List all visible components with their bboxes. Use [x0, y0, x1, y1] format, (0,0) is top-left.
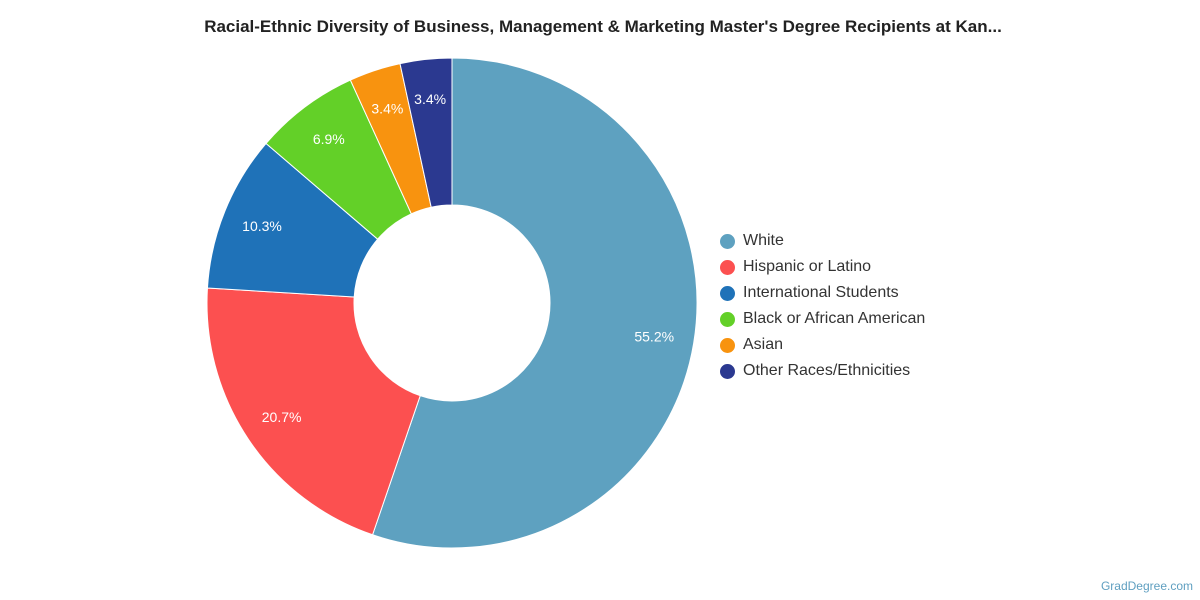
legend-marker: [720, 233, 735, 249]
legend-label: Black or African American: [743, 310, 926, 327]
slice-label-white: 55.2%: [634, 329, 674, 345]
slice-label-black-or-african-american: 6.9%: [313, 131, 345, 147]
slice-white: [371, 57, 698, 549]
legend-item-other-races-ethnicities[interactable]: Other Races/Ethnicities: [720, 358, 925, 384]
legend-label: International Students: [743, 284, 899, 301]
slice-hispanic-or-latino: [206, 287, 421, 536]
slice-label-asian: 3.4%: [371, 100, 403, 116]
legend-marker: [720, 363, 735, 379]
legend: White Hispanic or Latino International Stu…: [720, 228, 925, 384]
legend-label: Other Races/Ethnicities: [743, 362, 911, 379]
legend-label: White: [743, 232, 784, 249]
legend-item-white[interactable]: White: [720, 228, 925, 254]
slice-label-other-races-ethnicities: 3.4%: [414, 91, 446, 107]
chart-title: Racial-Ethnic Diversity of Business, Man…: [204, 17, 1002, 36]
legend-marker: [720, 337, 735, 353]
slice-label-international-students: 10.3%: [242, 218, 282, 234]
legend-label: Hispanic or Latino: [743, 258, 872, 275]
legend-marker: [720, 259, 735, 275]
slice-labels-group: 55.2% 20.7% 10.3% 6.9% 3.4% 3.4%: [242, 91, 674, 425]
legend-item-asian[interactable]: Asian: [720, 332, 925, 358]
legend-item-international-students[interactable]: International Students: [720, 280, 925, 306]
slice-international-students: [206, 142, 379, 298]
slices-group: [206, 57, 698, 549]
slice-label-hispanic-or-latino: 20.7%: [262, 409, 302, 425]
legend-item-black-or-african-american[interactable]: Black or African American: [720, 306, 925, 332]
slice-other-races-ethnicities: [399, 57, 453, 208]
legend-marker: [720, 311, 735, 327]
legend-label: Asian: [743, 336, 784, 353]
legend-item-hispanic-or-latino[interactable]: Hispanic or Latino: [720, 254, 925, 280]
legend-marker: [720, 285, 735, 301]
watermark: GradDegree.com: [1100, 579, 1193, 593]
